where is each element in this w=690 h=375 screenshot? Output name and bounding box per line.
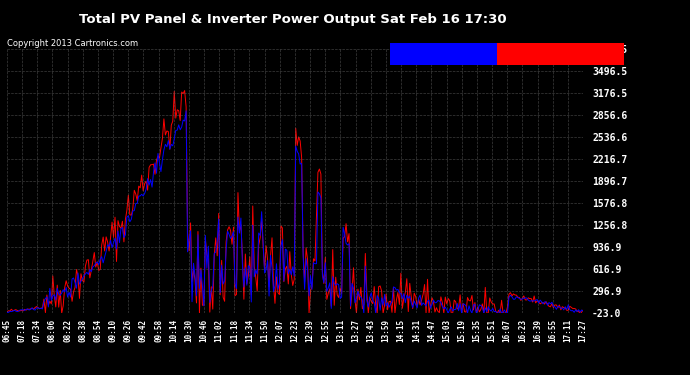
Text: Grid (AC Watts): Grid (AC Watts) bbox=[404, 50, 483, 58]
Text: PV Panels (DC Watts): PV Panels (DC Watts) bbox=[506, 50, 615, 58]
Text: Copyright 2013 Cartronics.com: Copyright 2013 Cartronics.com bbox=[7, 39, 138, 48]
Text: Total PV Panel & Inverter Power Output Sat Feb 16 17:30: Total PV Panel & Inverter Power Output S… bbox=[79, 13, 507, 26]
